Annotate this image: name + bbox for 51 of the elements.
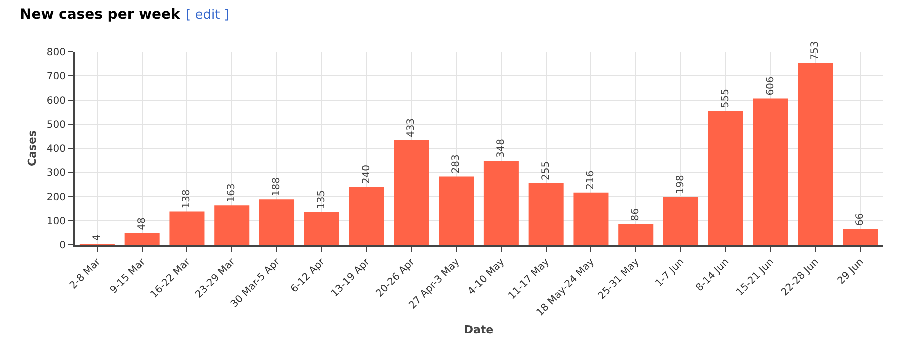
data-label: 48: [136, 218, 148, 230]
bar: [574, 192, 609, 245]
x-tick-label: 29 Jun: [836, 256, 866, 287]
data-label: 240: [361, 165, 372, 184]
bar: [798, 63, 834, 245]
y-tick-label: 300: [46, 168, 66, 180]
y-tick-label: 800: [46, 48, 66, 58]
data-label: 198: [676, 175, 686, 194]
data-label: 86: [630, 208, 642, 222]
data-label: 348: [496, 138, 507, 158]
data-label: 606: [765, 76, 776, 96]
bar: [663, 197, 699, 245]
bar: [439, 176, 474, 245]
bar: [124, 233, 160, 245]
bar: [753, 98, 788, 245]
data-label: 135: [316, 190, 328, 210]
data-label: 138: [182, 190, 193, 209]
y-tick-label: 100: [46, 216, 66, 228]
bar: [349, 187, 384, 245]
data-label: 433: [406, 118, 418, 138]
data-label: 4: [92, 234, 103, 241]
y-axis-title: Cases: [26, 130, 40, 167]
bar: [528, 183, 564, 245]
y-tick-label: 400: [46, 144, 66, 155]
data-label: 66: [855, 213, 866, 226]
y-tick-label: 500: [46, 120, 66, 131]
bar: [259, 200, 295, 245]
x-tick-label: 1-7 Jun: [654, 256, 687, 290]
chart-subtitle: [ edit ]: [186, 8, 230, 23]
data-label: 555: [720, 89, 732, 108]
y-tick-label: 0: [60, 240, 66, 252]
y-tick-label: 200: [46, 192, 66, 204]
data-label: 188: [272, 178, 282, 197]
bar: [484, 161, 519, 245]
data-label: 753: [810, 41, 822, 60]
data-label: 283: [451, 154, 462, 174]
bar: [170, 212, 205, 245]
y-tick-label: 600: [46, 96, 66, 107]
bar: [214, 206, 250, 245]
bar: [394, 140, 430, 245]
chart-title: New cases per week: [20, 7, 182, 23]
data-label: 163: [226, 184, 238, 203]
x-axis-title: Date: [464, 324, 494, 337]
data-label: 216: [586, 170, 597, 190]
x-tick-label: 2-8 Mar: [68, 256, 104, 292]
bar: [843, 229, 878, 245]
bar: [618, 224, 654, 245]
bar: [304, 212, 340, 245]
data-label: 255: [540, 161, 552, 180]
y-tick-label: 700: [46, 72, 66, 83]
bar: [708, 111, 744, 245]
